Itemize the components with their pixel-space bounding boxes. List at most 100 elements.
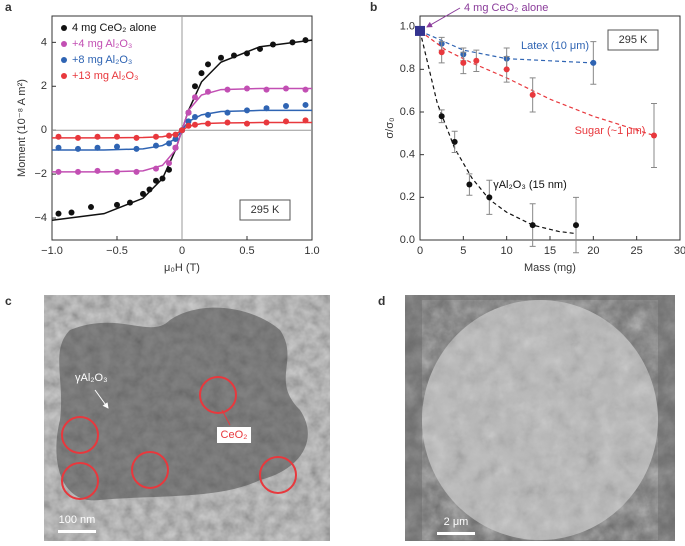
data-point [114, 133, 120, 140]
y-tick-label: −4 [34, 212, 47, 224]
y-tick-label: 0 [41, 124, 47, 136]
data-point [166, 132, 172, 139]
data-point [94, 133, 101, 140]
y-tick-label: 0.6 [400, 106, 415, 118]
legend-marker [61, 57, 67, 63]
data-point [473, 57, 480, 64]
scale-bar-label: 100 nm [59, 514, 96, 526]
x-tick-label: −1.0 [41, 245, 63, 257]
data-point [263, 105, 270, 112]
image-label: γAl₂O₃ [75, 372, 108, 384]
data-point [192, 94, 198, 101]
data-point [146, 186, 153, 193]
data-point [651, 132, 657, 139]
data-point [438, 113, 445, 120]
legend-label: +13 mg Al₂O₃ [72, 70, 139, 82]
data-point [486, 194, 493, 201]
data-point [133, 134, 140, 141]
y-tick-label: 0.8 [400, 63, 415, 75]
data-point [198, 70, 205, 77]
data-point [263, 86, 270, 93]
data-point [283, 103, 289, 110]
data-point [460, 59, 467, 66]
x-axis-label: μ₀H (T) [164, 262, 200, 274]
data-point [153, 165, 159, 172]
data-point [133, 168, 140, 175]
data-point [270, 41, 276, 48]
data-point [133, 145, 140, 152]
data-point [88, 204, 94, 211]
data-point [185, 122, 192, 129]
reference-point [415, 25, 425, 36]
annotation-box [607, 29, 659, 51]
fit-curve [419, 30, 577, 235]
data-point [218, 54, 224, 61]
x-tick-label: 15 [544, 245, 556, 257]
x-tick-label: 1.0 [304, 245, 319, 257]
data-point [263, 119, 270, 126]
data-point [205, 111, 211, 118]
data-point [172, 131, 179, 138]
data-point [179, 127, 185, 134]
data-point [192, 114, 198, 121]
data-point [289, 39, 296, 46]
annotation: 295 K [619, 34, 648, 46]
data-point [75, 145, 81, 152]
data-point [224, 86, 231, 93]
data-point [192, 121, 198, 128]
x-tick-label: 20 [587, 245, 599, 257]
scale-bar-label: 2 μm [444, 516, 469, 528]
data-point [68, 209, 75, 216]
data-point [438, 49, 445, 56]
data-point [114, 168, 120, 175]
x-axis-label: Mass (mg) [524, 262, 576, 274]
x-tick-label: 0.5 [239, 245, 254, 257]
legend-marker [61, 25, 67, 31]
y-tick-label: 0.0 [400, 234, 415, 246]
panel-label: d [378, 294, 385, 308]
data-point [224, 109, 231, 116]
data-point [590, 59, 597, 66]
data-point [503, 66, 510, 73]
annotation-box [239, 199, 291, 221]
data-point [166, 140, 172, 147]
data-point [283, 85, 289, 92]
annotation-arrow [426, 7, 461, 28]
data-point [192, 83, 198, 90]
x-tick-label: 30 [674, 245, 685, 257]
data-point [127, 199, 133, 206]
legend-label: 4 mg CeO₂ alone [72, 22, 156, 34]
y-tick-label: 4 [41, 36, 47, 48]
x-tick-label: 5 [460, 245, 466, 257]
data-point [244, 85, 250, 92]
panel-label: c [5, 294, 12, 308]
y-tick-label: 0.4 [400, 149, 415, 161]
y-axis-label: σ/σ₀ [384, 117, 396, 138]
data-point [529, 91, 536, 98]
data-point [55, 133, 62, 140]
data-point [55, 210, 62, 217]
data-point [302, 101, 309, 108]
x-tick-label: 25 [631, 245, 643, 257]
legend-label: +8 mg Al₂O₃ [72, 54, 132, 66]
data-point [172, 135, 179, 142]
data-point [166, 166, 172, 173]
data-point [153, 133, 159, 140]
image-label: CeO₂ [221, 429, 248, 441]
series-label: Sugar (~1 μm) [575, 125, 646, 137]
annotation: 295 K [251, 204, 280, 216]
data-point [302, 117, 309, 124]
data-point [153, 177, 159, 184]
y-tick-label: 2 [41, 80, 47, 92]
x-tick-label: 0 [417, 245, 423, 257]
reference-label: 4 mg CeO₂ alone [464, 2, 548, 14]
x-tick-label: 10 [501, 245, 513, 257]
data-point [302, 86, 309, 93]
y-tick-label: 0.2 [400, 191, 415, 203]
data-point [94, 144, 101, 151]
data-point [55, 168, 62, 175]
data-point [302, 37, 309, 44]
data-point [451, 138, 458, 145]
data-point [166, 160, 172, 167]
